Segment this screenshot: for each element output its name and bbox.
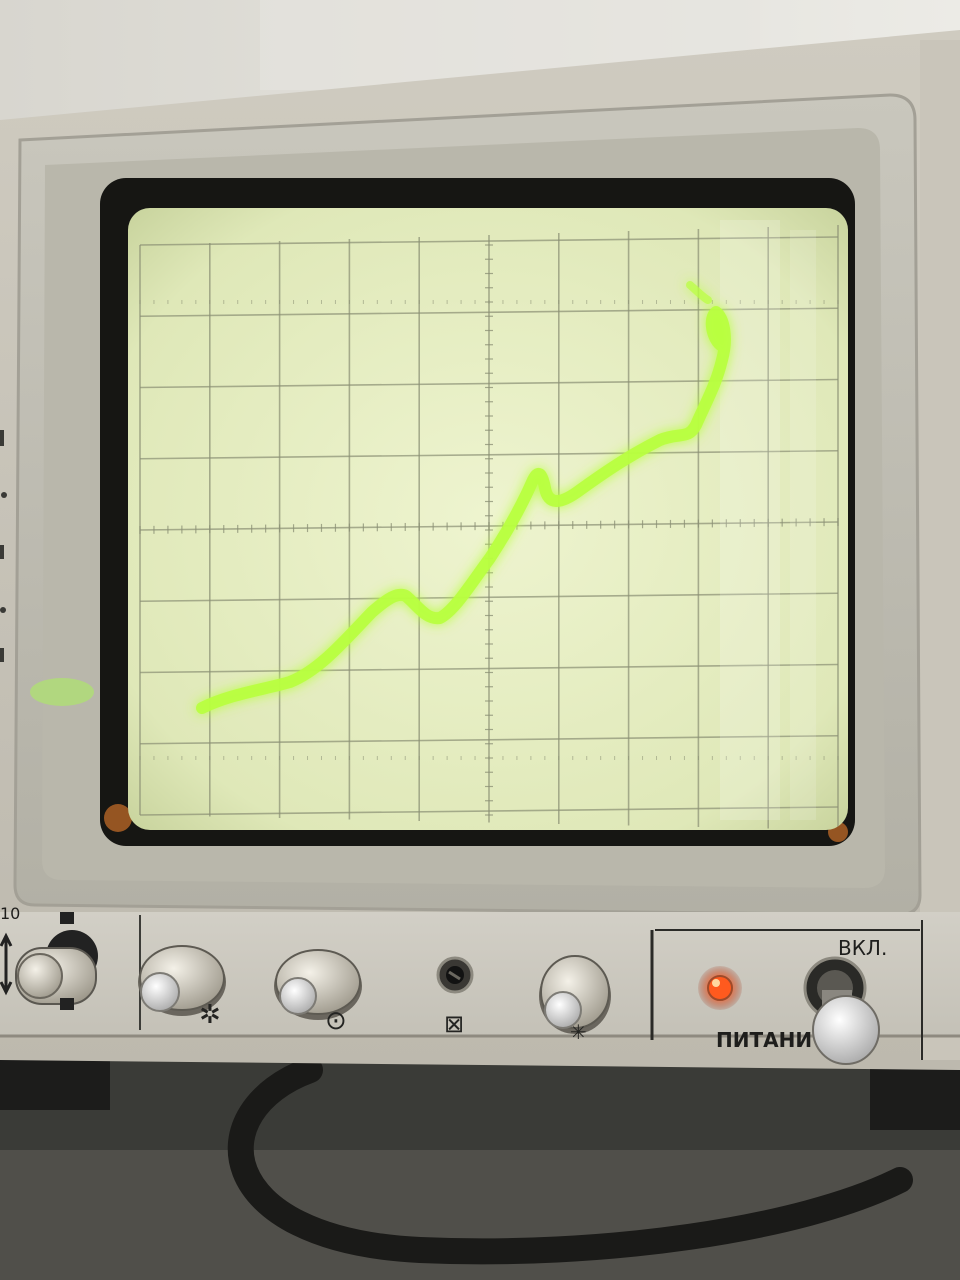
power-cable (227, 1057, 913, 1265)
power-label: ПИТАНИ (716, 1028, 813, 1052)
power-indicator-led (698, 966, 742, 1010)
focus-knob[interactable] (274, 949, 362, 1020)
reflection-1 (720, 220, 780, 820)
illumination-icon: ✳ (570, 1020, 587, 1044)
power-switch[interactable] (803, 956, 880, 1065)
switch-pulse-icons (60, 912, 74, 1010)
graticule-hline (139, 449, 839, 460)
case-side (920, 40, 960, 1060)
brightness-knob[interactable] (138, 945, 226, 1016)
trace-fragment (686, 281, 712, 304)
illumination-knob[interactable] (539, 955, 611, 1034)
left-side-marks (0, 430, 7, 662)
focus-icon: ⊙ (325, 1006, 347, 1036)
reflection-2 (790, 230, 816, 820)
astigmatism-adjuster[interactable] (436, 956, 474, 994)
graticule-hline (139, 734, 839, 745)
edge-glint-left (104, 804, 132, 832)
graticule-hline (139, 806, 839, 816)
graticule-hline (139, 236, 839, 246)
switch-arrows (0, 932, 13, 996)
astigmatism-icon: ⊠ (444, 1010, 465, 1038)
graticule (139, 225, 839, 830)
graticule-hline (139, 592, 839, 603)
signal-trace (196, 306, 731, 714)
range-switch-label: 10 (0, 904, 21, 923)
brightness-icon: ✲ (199, 1000, 221, 1030)
graticule-hline (139, 663, 839, 674)
crt-screen (128, 208, 848, 830)
trace-reflection (30, 678, 94, 706)
trace-group (196, 281, 731, 714)
range-switch[interactable] (15, 930, 98, 1005)
power-on-label: ВКЛ. (838, 936, 888, 960)
